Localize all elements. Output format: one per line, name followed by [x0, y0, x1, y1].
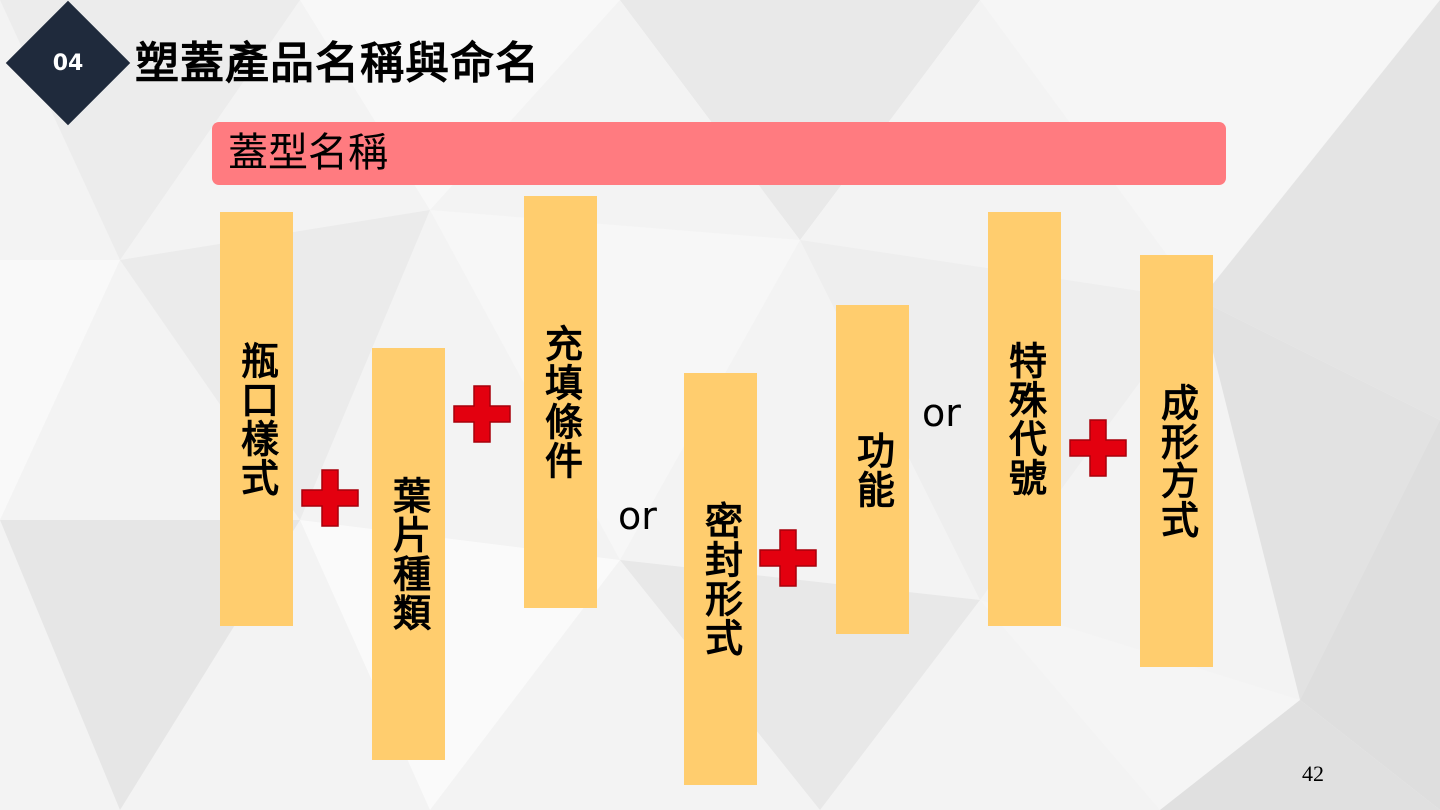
bar-seal-type: 密封形式 — [684, 373, 757, 785]
bar-label: 功能 — [850, 430, 895, 509]
section-number: 04 — [52, 50, 84, 76]
plus-icon — [453, 385, 511, 443]
bar-finish-style: 瓶口樣式 — [220, 212, 293, 626]
bar-label: 瓶口樣式 — [234, 341, 279, 497]
or-connector: or — [922, 391, 961, 435]
plus-icon — [759, 529, 817, 587]
bar-special-code: 特殊代號 — [988, 212, 1061, 626]
bar-label: 充填條件 — [538, 324, 583, 480]
page-number: 42 — [1302, 761, 1324, 786]
bar-label: 特殊代號 — [1002, 341, 1047, 497]
bar-forming-method: 成形方式 — [1140, 255, 1213, 667]
or-connector: or — [618, 494, 657, 538]
bar-label: 密封形式 — [698, 501, 743, 657]
bar-function: 功能 — [836, 305, 909, 634]
plus-icon — [1069, 419, 1127, 477]
bar-liner-type: 葉片種類 — [372, 348, 445, 760]
bar-filling-condition: 充填條件 — [524, 196, 597, 608]
bar-label: 葉片種類 — [386, 476, 431, 632]
category-banner: 蓋型名稱 — [212, 122, 1226, 185]
page-title: 塑蓋產品名稱與命名 — [135, 38, 540, 89]
banner-label: 蓋型名稱 — [228, 130, 388, 176]
plus-icon — [301, 469, 359, 527]
bar-label: 成形方式 — [1154, 383, 1199, 539]
